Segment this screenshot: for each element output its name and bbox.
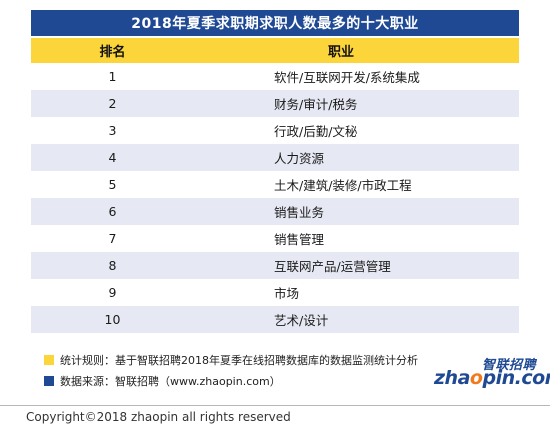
rank-cell: 4 (31, 144, 194, 171)
job-cell: 互联网产品/运营管理 (194, 252, 519, 279)
ranking-table: 排名 职业 1 软件/互联网开发/系统集成 2 财务/审计/税务 3 行政/后勤… (31, 38, 519, 333)
logo-en-suffix: pin.com (482, 367, 550, 389)
table-row: 10 艺术/设计 (31, 306, 519, 333)
header-rank: 排名 (31, 38, 194, 63)
rank-cell: 3 (31, 117, 194, 144)
table-row: 5 土木/建筑/装修/市政工程 (31, 171, 519, 198)
table-row: 7 销售管理 (31, 225, 519, 252)
rank-cell: 8 (31, 252, 194, 279)
copyright-footer: Copyright©2018 zhaopin all rights reserv… (0, 405, 550, 431)
rank-cell: 1 (31, 63, 194, 90)
logo-en-o: o (469, 367, 483, 389)
table-title: 2018年夏季求职期求职人数最多的十大职业 (31, 10, 519, 36)
logo-en-prefix: zha (434, 367, 470, 389)
zhaopin-logo: 智联招聘 zhaopin.com (434, 354, 550, 394)
data-source-text: 数据来源：智联招聘（www.zhaopin.com） (60, 375, 281, 388)
job-cell: 财务/审计/税务 (194, 90, 519, 117)
job-cell: 销售业务 (194, 198, 519, 225)
job-cell: 行政/后勤/文秘 (194, 117, 519, 144)
logo-en-text: zhaopin.com (434, 367, 550, 389)
rank-cell: 6 (31, 198, 194, 225)
rank-cell: 5 (31, 171, 194, 198)
table-row: 3 行政/后勤/文秘 (31, 117, 519, 144)
logo-cn-text: 智联招聘 (481, 358, 536, 373)
header-job: 职业 (194, 38, 519, 63)
job-cell: 市场 (194, 279, 519, 306)
table-row: 8 互联网产品/运营管理 (31, 252, 519, 279)
rank-cell: 9 (31, 279, 194, 306)
job-cell: 人力资源 (194, 144, 519, 171)
table-header-row: 排名 职业 (31, 38, 519, 63)
data-source-note: 数据来源：智联招聘（www.zhaopin.com） (44, 373, 281, 389)
yellow-square-icon (44, 355, 54, 365)
stat-rule-note: 统计规则：基于智联招聘2018年夏季在线招聘数据库的数据监测统计分析 (44, 352, 418, 368)
job-cell: 销售管理 (194, 225, 519, 252)
stat-rule-text: 统计规则：基于智联招聘2018年夏季在线招聘数据库的数据监测统计分析 (60, 354, 418, 367)
table-row: 2 财务/审计/税务 (31, 90, 519, 117)
job-cell: 土木/建筑/装修/市政工程 (194, 171, 519, 198)
table-row: 1 软件/互联网开发/系统集成 (31, 63, 519, 90)
table-row: 4 人力资源 (31, 144, 519, 171)
job-cell: 软件/互联网开发/系统集成 (194, 63, 519, 90)
rank-cell: 10 (31, 306, 194, 333)
rank-cell: 2 (31, 90, 194, 117)
rank-cell: 7 (31, 225, 194, 252)
blue-square-icon (44, 376, 54, 386)
job-cell: 艺术/设计 (194, 306, 519, 333)
table-row: 6 销售业务 (31, 198, 519, 225)
table-row: 9 市场 (31, 279, 519, 306)
